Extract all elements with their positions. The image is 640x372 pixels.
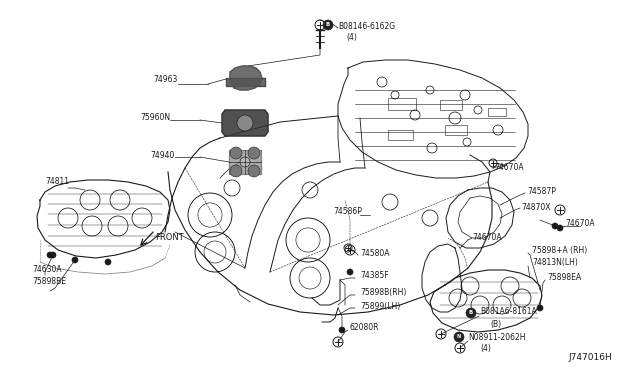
Polygon shape [229,150,261,174]
Text: 75898BE: 75898BE [32,276,66,285]
Circle shape [105,259,111,265]
Text: 74940: 74940 [150,151,175,160]
Polygon shape [230,66,262,90]
Circle shape [237,115,253,131]
Text: 74587P: 74587P [527,187,556,196]
Circle shape [248,147,260,159]
Text: 74586P: 74586P [333,206,362,215]
Circle shape [557,225,563,231]
Circle shape [466,308,476,318]
Circle shape [454,332,464,342]
Circle shape [50,252,56,258]
Text: J747016H: J747016H [568,353,612,362]
Circle shape [72,257,78,263]
Circle shape [537,305,543,311]
Text: 74670A: 74670A [565,219,595,228]
Circle shape [230,147,242,159]
Text: 74813N(LH): 74813N(LH) [532,259,578,267]
Circle shape [347,269,353,275]
Text: 74670A: 74670A [472,234,502,243]
Polygon shape [222,110,268,136]
Text: B081A6-8161A: B081A6-8161A [480,308,537,317]
Text: (4): (4) [346,33,357,42]
Circle shape [230,165,242,177]
Circle shape [552,223,558,229]
Text: 74580A: 74580A [360,248,390,257]
Text: 75960N: 75960N [140,113,170,122]
Text: 75899(LH): 75899(LH) [360,301,400,311]
Text: (B): (B) [490,320,501,328]
Text: 74385F: 74385F [360,272,388,280]
Text: 74870X: 74870X [521,202,550,212]
Text: 75898B(RH): 75898B(RH) [360,289,406,298]
Polygon shape [226,78,265,86]
Text: 74811: 74811 [45,177,69,186]
Text: 62080R: 62080R [350,324,380,333]
Circle shape [339,327,345,333]
Text: B: B [326,22,330,28]
Circle shape [323,20,333,30]
Text: 74963: 74963 [154,76,178,84]
Circle shape [248,165,260,177]
Text: 75898+A (RH): 75898+A (RH) [532,247,588,256]
Text: B: B [469,311,473,315]
Text: FRONT: FRONT [155,233,184,242]
Text: N: N [457,334,461,340]
Circle shape [240,157,250,167]
Text: (4): (4) [480,344,491,353]
Text: B08146-6162G: B08146-6162G [338,22,395,31]
Text: 74670A: 74670A [494,163,524,171]
Text: N08911-2062H: N08911-2062H [468,333,525,341]
Text: 75898EA: 75898EA [547,273,581,282]
Circle shape [47,252,53,258]
Text: 74630A: 74630A [32,264,61,273]
